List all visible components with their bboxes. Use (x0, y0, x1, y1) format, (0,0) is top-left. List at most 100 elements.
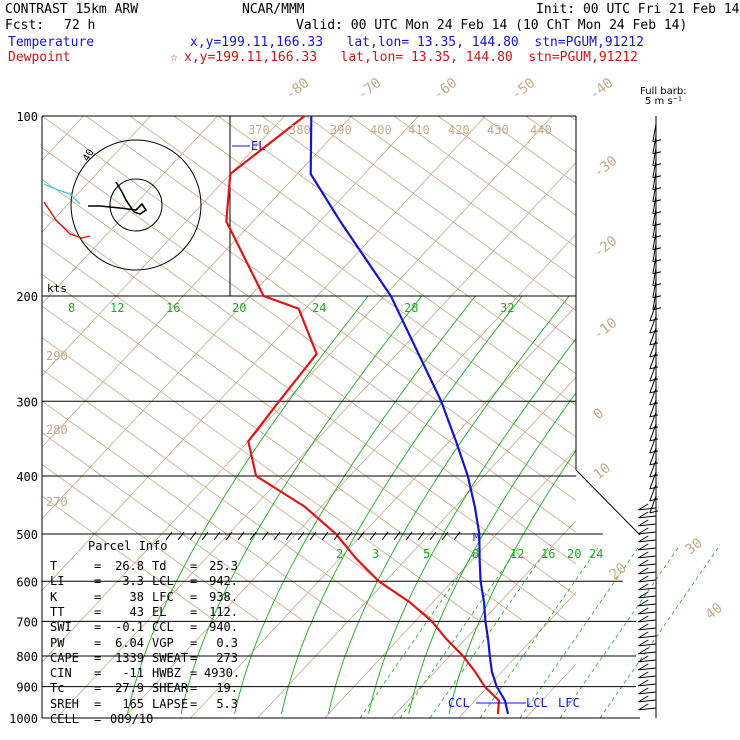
wind-barb-flag (652, 259, 661, 263)
wind-barb-flag (649, 462, 658, 466)
temperature-location: x,y=199.11,166.33 lat,lon= 13.35, 144.80… (190, 35, 644, 50)
wind-barb-flag (638, 695, 649, 703)
parcel-info-key: SWEAT (152, 650, 189, 665)
wind-barb (652, 183, 657, 202)
melting-level-marker: M (473, 531, 480, 544)
wind-barb (638, 555, 657, 559)
wind-barb-flag (638, 519, 649, 527)
theta-e-line (349, 116, 576, 280)
level-hatch-mark (297, 531, 305, 541)
wind-barb-flag (638, 679, 649, 687)
level-hatch-mark (213, 531, 221, 541)
theta-e-line (42, 210, 576, 597)
isotherm-line (257, 376, 576, 718)
parcel-info-equals: = (190, 666, 198, 681)
isotherm-line (458, 591, 576, 718)
level-hatch-mark (381, 531, 389, 541)
dewpoint-location: x,y=199.11,166.33 lat,lon= 13.35, 144.80… (184, 50, 638, 65)
isotherm-line (324, 448, 576, 718)
wind-barb-flag (638, 511, 649, 519)
mixing-ratio-dashed-line (359, 544, 481, 719)
lfc-marker-label: LFC (558, 696, 580, 710)
wind-barb-flag (652, 139, 661, 143)
level-hatch-mark (441, 531, 449, 541)
wind-barb (652, 231, 657, 250)
wind-barb (649, 315, 657, 334)
parcel-info-value: 43 (129, 604, 144, 619)
parcel-info-title: Parcel Info (88, 539, 168, 553)
mixing-ratio-label: 8 (472, 547, 479, 561)
theta-e-line (173, 116, 576, 406)
parcel-info-value: 25.3 (209, 559, 238, 573)
level-hatch-mark (333, 531, 341, 541)
wind-barb-flag (649, 318, 658, 322)
theta-e-label: 440 (530, 123, 552, 137)
isotherm-label: -80 (283, 75, 313, 103)
wind-barb (649, 495, 657, 514)
wind-barb-flag (649, 366, 658, 370)
wind-barb-flag (652, 151, 661, 155)
wind-barb (638, 643, 657, 647)
level-hatch-mark (393, 531, 401, 541)
parcel-info-value: 27.9 (115, 681, 144, 696)
parcel-info-key: LAPSE (152, 696, 189, 711)
wind-barb-flag (652, 223, 661, 227)
level-hatch-mark (453, 531, 461, 541)
parcel-info-equals: = (94, 574, 102, 589)
pressure-tick-label: 300 (16, 395, 38, 409)
wind-barb (638, 547, 657, 551)
wind-barb (638, 595, 657, 599)
mixing-ratio-dashed-line (429, 544, 551, 719)
isotherm-line (525, 663, 576, 718)
wind-barb (638, 699, 657, 703)
parcel-info-key: T (50, 559, 58, 573)
wind-barb (638, 603, 657, 607)
parcel-info-value: 942. (209, 574, 238, 589)
parcel-info-value: -0.1 (115, 620, 144, 635)
el-marker-label: EL (251, 139, 265, 153)
mixing-ratio-label: 8 (68, 301, 75, 315)
mixing-ratio-label: 20 (567, 547, 581, 561)
wind-barb-flag (638, 551, 649, 559)
hodograph-storm-trace (43, 201, 91, 239)
parcel-info-key: LCL (152, 574, 174, 589)
parcel-info-key: CIN (50, 666, 72, 681)
wind-barb (638, 635, 657, 639)
wind-barb (649, 411, 657, 430)
wind-barb (649, 375, 657, 394)
parcel-info-value: 112. (209, 604, 238, 619)
mixing-ratio-dashed-line (399, 544, 521, 719)
level-hatch-mark (429, 531, 437, 541)
wind-barb (652, 171, 657, 190)
theta-e-line (42, 147, 576, 533)
wind-barb (649, 351, 657, 370)
level-hatch-mark (177, 531, 185, 541)
parcel-info-key: Tc (50, 681, 65, 696)
wind-barb (638, 579, 657, 583)
isotherm-line (391, 520, 576, 718)
wind-barb-flag (638, 703, 649, 711)
parcel-info-value: 19. (216, 681, 238, 696)
wind-barb-flag (652, 175, 661, 179)
wind-barb (652, 255, 657, 274)
isotherm-line (42, 116, 420, 520)
pressure-tick-label: 500 (16, 528, 38, 542)
wind-barb-flag (638, 639, 649, 647)
level-hatch-mark (321, 531, 329, 541)
theta-e-label: 290 (46, 349, 68, 363)
mixing-ratio-label: 2 (336, 547, 343, 561)
theta-e-label: 410 (408, 123, 430, 137)
wind-barb (652, 135, 657, 154)
init-time: Init: 00 UTC Fri 21 Feb 14 (536, 2, 740, 17)
wind-barb (652, 207, 657, 226)
theta-e-line (42, 273, 523, 621)
isotherm-label: 10 (591, 460, 614, 483)
ccl-marker-label: CCL (448, 696, 470, 710)
mixing-ratio-line (327, 295, 570, 715)
isotherm-label: 40 (703, 600, 726, 623)
parcel-info-equals: = (190, 559, 198, 573)
theta-e-label: 430 (487, 123, 509, 137)
isotherm-label: 20 (607, 560, 630, 583)
isotherm-label: -40 (587, 75, 617, 103)
wind-barb (649, 471, 657, 490)
